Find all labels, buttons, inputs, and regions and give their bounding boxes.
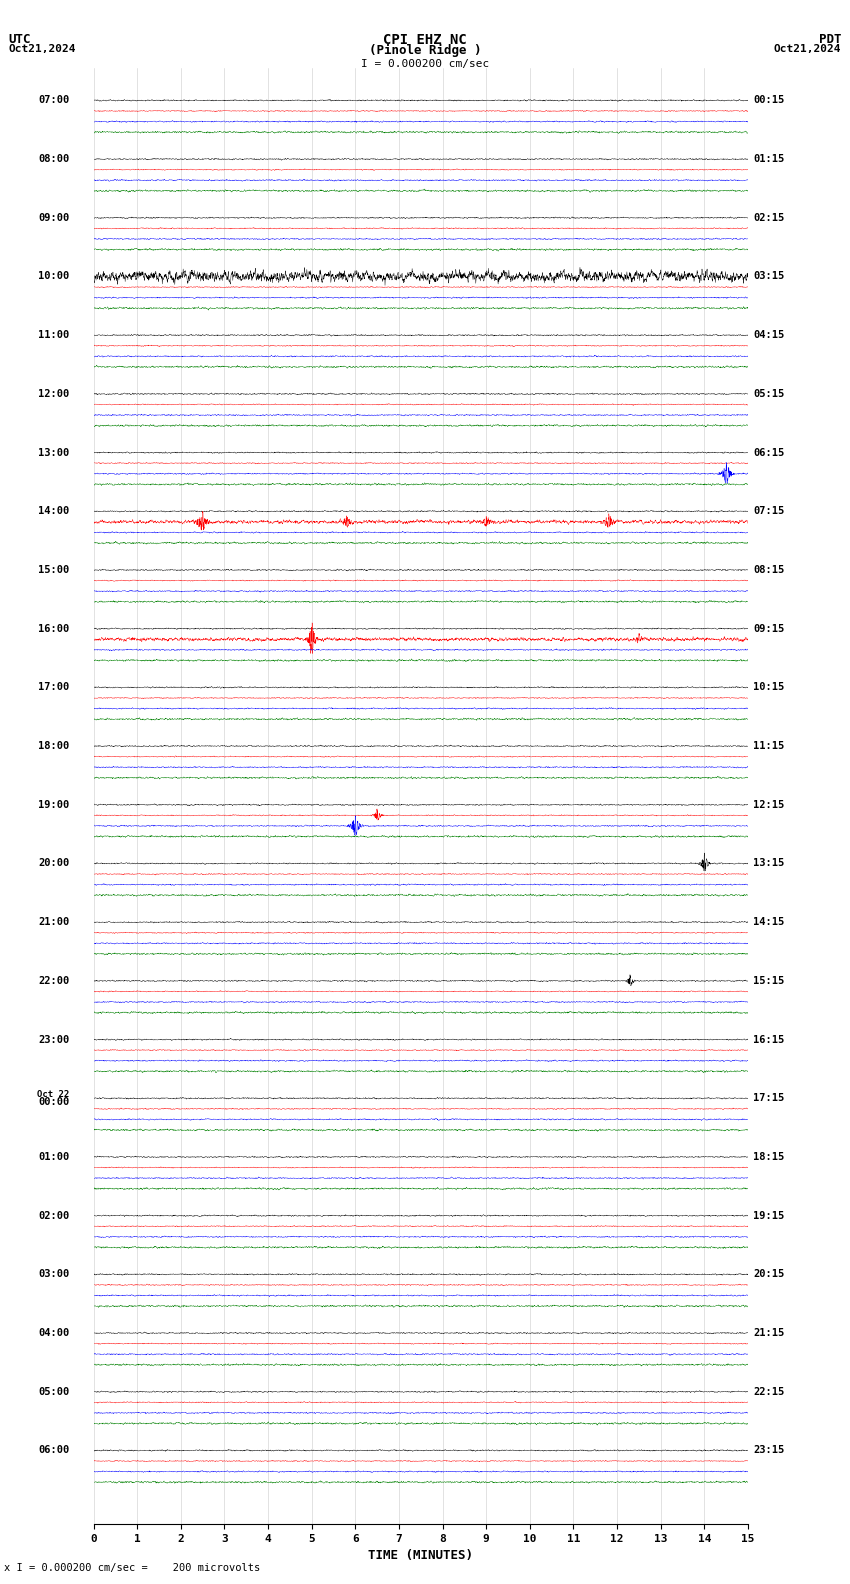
Text: 06:15: 06:15 <box>753 448 785 458</box>
Text: 17:15: 17:15 <box>753 1093 785 1102</box>
Text: 13:00: 13:00 <box>38 448 70 458</box>
Text: 11:00: 11:00 <box>38 329 70 341</box>
Text: 18:15: 18:15 <box>753 1152 785 1163</box>
Text: 00:00: 00:00 <box>38 1096 70 1107</box>
Text: 15:15: 15:15 <box>753 976 785 985</box>
Text: Oct 22: Oct 22 <box>37 1090 70 1099</box>
Text: 11:15: 11:15 <box>753 741 785 751</box>
Text: (Pinole Ridge ): (Pinole Ridge ) <box>369 44 481 57</box>
Text: 15:00: 15:00 <box>38 565 70 575</box>
Text: 20:00: 20:00 <box>38 859 70 868</box>
Text: UTC: UTC <box>8 33 31 46</box>
Text: 10:15: 10:15 <box>753 683 785 692</box>
Text: I = 0.000200 cm/sec: I = 0.000200 cm/sec <box>361 59 489 68</box>
Text: PDT: PDT <box>819 33 842 46</box>
Text: 21:15: 21:15 <box>753 1327 785 1338</box>
Text: 01:00: 01:00 <box>38 1152 70 1163</box>
Text: 16:00: 16:00 <box>38 624 70 634</box>
Text: 10:00: 10:00 <box>38 271 70 282</box>
Text: 19:15: 19:15 <box>753 1210 785 1221</box>
Text: 14:00: 14:00 <box>38 507 70 516</box>
Text: Oct21,2024: Oct21,2024 <box>774 44 842 54</box>
Text: 19:00: 19:00 <box>38 800 70 809</box>
Text: 12:15: 12:15 <box>753 800 785 809</box>
Text: 04:15: 04:15 <box>753 329 785 341</box>
Text: 03:00: 03:00 <box>38 1269 70 1280</box>
Text: 17:00: 17:00 <box>38 683 70 692</box>
Text: 09:15: 09:15 <box>753 624 785 634</box>
Text: 22:00: 22:00 <box>38 976 70 985</box>
Text: 00:15: 00:15 <box>753 95 785 106</box>
Text: 22:15: 22:15 <box>753 1386 785 1397</box>
Text: 05:00: 05:00 <box>38 1386 70 1397</box>
Text: 13:15: 13:15 <box>753 859 785 868</box>
Text: 01:15: 01:15 <box>753 154 785 165</box>
Text: 09:00: 09:00 <box>38 212 70 223</box>
Text: 07:00: 07:00 <box>38 95 70 106</box>
Text: 21:00: 21:00 <box>38 917 70 927</box>
Text: 23:00: 23:00 <box>38 1034 70 1044</box>
Text: 07:15: 07:15 <box>753 507 785 516</box>
Text: 05:15: 05:15 <box>753 390 785 399</box>
Text: 08:15: 08:15 <box>753 565 785 575</box>
Text: 03:15: 03:15 <box>753 271 785 282</box>
Text: 08:00: 08:00 <box>38 154 70 165</box>
Text: 02:00: 02:00 <box>38 1210 70 1221</box>
Text: Oct21,2024: Oct21,2024 <box>8 44 76 54</box>
Text: 14:15: 14:15 <box>753 917 785 927</box>
Text: 02:15: 02:15 <box>753 212 785 223</box>
Text: x I = 0.000200 cm/sec =    200 microvolts: x I = 0.000200 cm/sec = 200 microvolts <box>4 1563 260 1573</box>
Text: 23:15: 23:15 <box>753 1446 785 1456</box>
Text: 20:15: 20:15 <box>753 1269 785 1280</box>
Text: 06:00: 06:00 <box>38 1446 70 1456</box>
Text: CPI EHZ NC: CPI EHZ NC <box>383 33 467 48</box>
Text: 16:15: 16:15 <box>753 1034 785 1044</box>
Text: 18:00: 18:00 <box>38 741 70 751</box>
X-axis label: TIME (MINUTES): TIME (MINUTES) <box>368 1549 473 1562</box>
Text: 12:00: 12:00 <box>38 390 70 399</box>
Text: 04:00: 04:00 <box>38 1327 70 1338</box>
